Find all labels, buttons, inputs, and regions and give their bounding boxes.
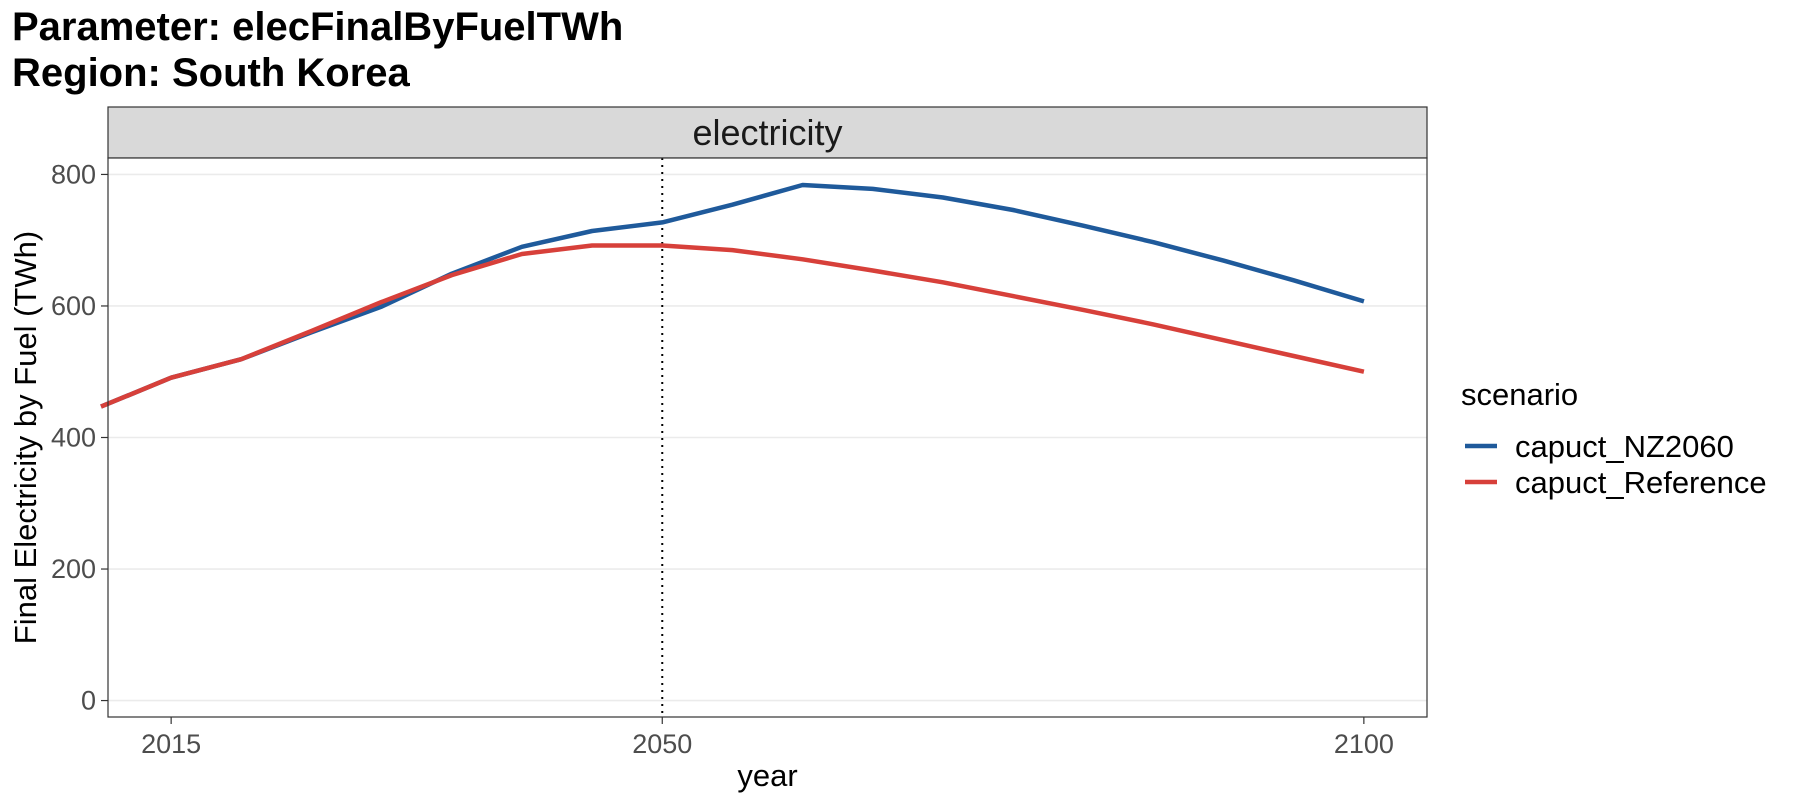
chart-title-parameter: Parameter: elecFinalByFuelTWh [12, 5, 623, 49]
y-tick-label: 800 [51, 159, 96, 189]
facet-strip [107, 106, 1428, 159]
facet-strip-label: electricity [692, 112, 842, 153]
x-tick-label: 2050 [632, 729, 692, 759]
y-tick-label: 0 [81, 686, 96, 716]
x-axis-title: year [737, 758, 797, 793]
legend-label-capuct_NZ2060: capuct_NZ2060 [1515, 429, 1734, 464]
y-tick-label: 600 [51, 291, 96, 321]
series-line-capuct_Reference [100, 243, 1365, 409]
legend-label-capuct_Reference: capuct_Reference [1515, 465, 1767, 500]
y-tick-label: 400 [51, 423, 96, 453]
y-tick-label: 200 [51, 554, 96, 584]
x-tick-label: 2100 [1334, 729, 1394, 759]
x-axis: 2015 2050 2100 [141, 717, 1394, 759]
y-axis: 0 200 400 600 800 [51, 159, 108, 716]
series-lines [100, 182, 1365, 409]
x-tick-label: 2015 [141, 729, 201, 759]
y-axis-title: Final Electricity by Fuel (TWh) [8, 231, 43, 644]
chart-title-region: Region: South Korea [12, 51, 411, 95]
gridlines [108, 173, 1427, 702]
legend-title: scenario [1461, 377, 1578, 412]
